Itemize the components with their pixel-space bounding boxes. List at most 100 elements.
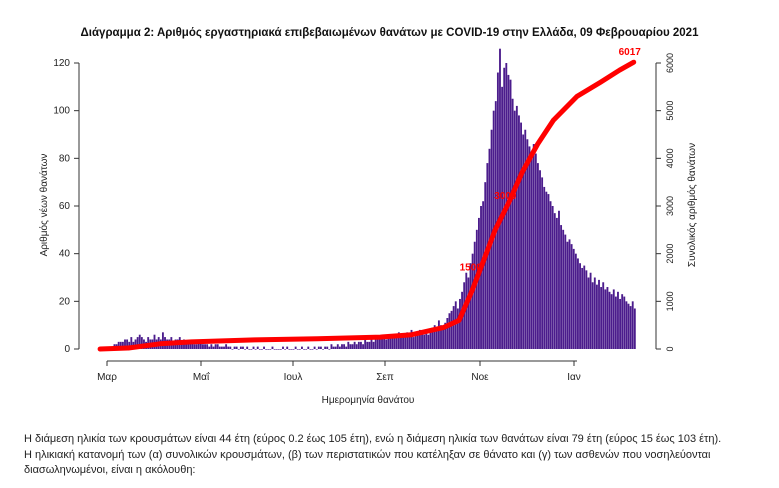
bar bbox=[613, 289, 615, 349]
bar bbox=[615, 297, 617, 349]
bar bbox=[223, 347, 225, 349]
bar bbox=[526, 139, 528, 349]
bar bbox=[269, 349, 271, 350]
bar bbox=[577, 258, 579, 349]
bar bbox=[242, 347, 244, 349]
x-axis-label: Ημερομηνία θανάτου bbox=[322, 394, 415, 406]
bar bbox=[333, 347, 335, 349]
bar bbox=[335, 347, 337, 349]
bar bbox=[293, 349, 295, 350]
bar bbox=[301, 347, 303, 349]
bar bbox=[560, 225, 562, 349]
bar bbox=[322, 349, 324, 350]
bar bbox=[569, 239, 571, 349]
y2-tick-label: 0 bbox=[665, 346, 675, 351]
bar bbox=[265, 349, 267, 350]
bar bbox=[423, 335, 425, 349]
y2-tick-label: 2000 bbox=[665, 244, 675, 264]
bar bbox=[217, 344, 219, 349]
bar bbox=[554, 213, 556, 349]
y2-tick-label: 5000 bbox=[665, 101, 675, 121]
bar bbox=[634, 308, 636, 349]
bar bbox=[215, 344, 217, 349]
bar bbox=[579, 263, 581, 349]
age-distribution-text-cont: διασωληνωμένοι, είναι η ακόλουθη: bbox=[24, 463, 764, 478]
bar bbox=[347, 342, 349, 349]
bar bbox=[558, 211, 560, 349]
bar bbox=[581, 268, 583, 349]
bar bbox=[484, 182, 486, 349]
cumulative-line bbox=[100, 62, 634, 349]
bar bbox=[324, 347, 326, 349]
bar bbox=[545, 192, 547, 349]
y-tick-label: 80 bbox=[59, 153, 71, 164]
bar bbox=[213, 347, 215, 349]
bar bbox=[451, 311, 453, 349]
x-tick-label: Νοε bbox=[471, 372, 489, 383]
bar bbox=[219, 347, 221, 349]
bar bbox=[366, 342, 368, 349]
bar bbox=[531, 158, 533, 349]
bar bbox=[238, 349, 240, 350]
bar bbox=[556, 218, 558, 349]
bar bbox=[210, 344, 212, 349]
x-tick-label: Σεπ bbox=[376, 372, 394, 383]
bar bbox=[352, 344, 354, 349]
cumulative-label: 6017 bbox=[619, 47, 642, 58]
bar bbox=[345, 347, 347, 349]
bar bbox=[337, 344, 339, 349]
bar bbox=[596, 285, 598, 349]
bar bbox=[328, 349, 330, 350]
bar bbox=[611, 294, 613, 349]
bar bbox=[453, 306, 455, 349]
bar bbox=[297, 349, 299, 350]
bar bbox=[566, 242, 568, 349]
bar bbox=[478, 218, 480, 349]
daily-deaths-bars bbox=[103, 49, 636, 350]
bar bbox=[371, 339, 373, 349]
y-tick-label: 0 bbox=[64, 344, 70, 355]
bar bbox=[303, 349, 305, 350]
bar bbox=[442, 328, 444, 349]
y-tick-label: 60 bbox=[59, 201, 71, 212]
bar bbox=[364, 339, 366, 349]
y-tick-label: 20 bbox=[59, 296, 71, 307]
bar bbox=[430, 332, 432, 349]
bar bbox=[575, 254, 577, 349]
bar bbox=[520, 123, 522, 349]
bar bbox=[394, 337, 396, 349]
bar bbox=[291, 349, 293, 350]
bar bbox=[619, 299, 621, 349]
bar bbox=[535, 154, 537, 349]
bar bbox=[341, 344, 343, 349]
bar bbox=[162, 332, 164, 349]
bar bbox=[598, 280, 600, 349]
median-age-text: Η διάμεση ηλικία των κρουσμάτων είναι 44… bbox=[24, 432, 764, 447]
bar bbox=[196, 344, 198, 349]
bar bbox=[467, 278, 469, 350]
bar bbox=[457, 308, 459, 349]
bar bbox=[413, 337, 415, 349]
y-tick-label: 40 bbox=[59, 249, 71, 260]
bar bbox=[255, 349, 257, 350]
x-tick-label: Μαρ bbox=[97, 372, 117, 383]
bar bbox=[280, 349, 282, 350]
y2-tick-label: 4000 bbox=[665, 148, 675, 168]
bar bbox=[263, 347, 265, 349]
bar bbox=[533, 144, 535, 349]
bar bbox=[602, 282, 604, 349]
bar bbox=[295, 347, 297, 349]
bar bbox=[436, 330, 438, 349]
y2-tick-label: 6000 bbox=[665, 53, 675, 73]
bar bbox=[529, 146, 531, 349]
cumulative-label: 1500 bbox=[460, 263, 483, 274]
bar bbox=[592, 282, 594, 349]
bar bbox=[385, 339, 387, 349]
bar bbox=[267, 349, 269, 350]
bar bbox=[497, 73, 499, 349]
bar bbox=[573, 249, 575, 349]
bar bbox=[552, 206, 554, 349]
bar bbox=[257, 347, 259, 349]
x-tick-label: Ιουλ bbox=[284, 372, 303, 383]
y2-tick-label: 3000 bbox=[665, 196, 675, 216]
